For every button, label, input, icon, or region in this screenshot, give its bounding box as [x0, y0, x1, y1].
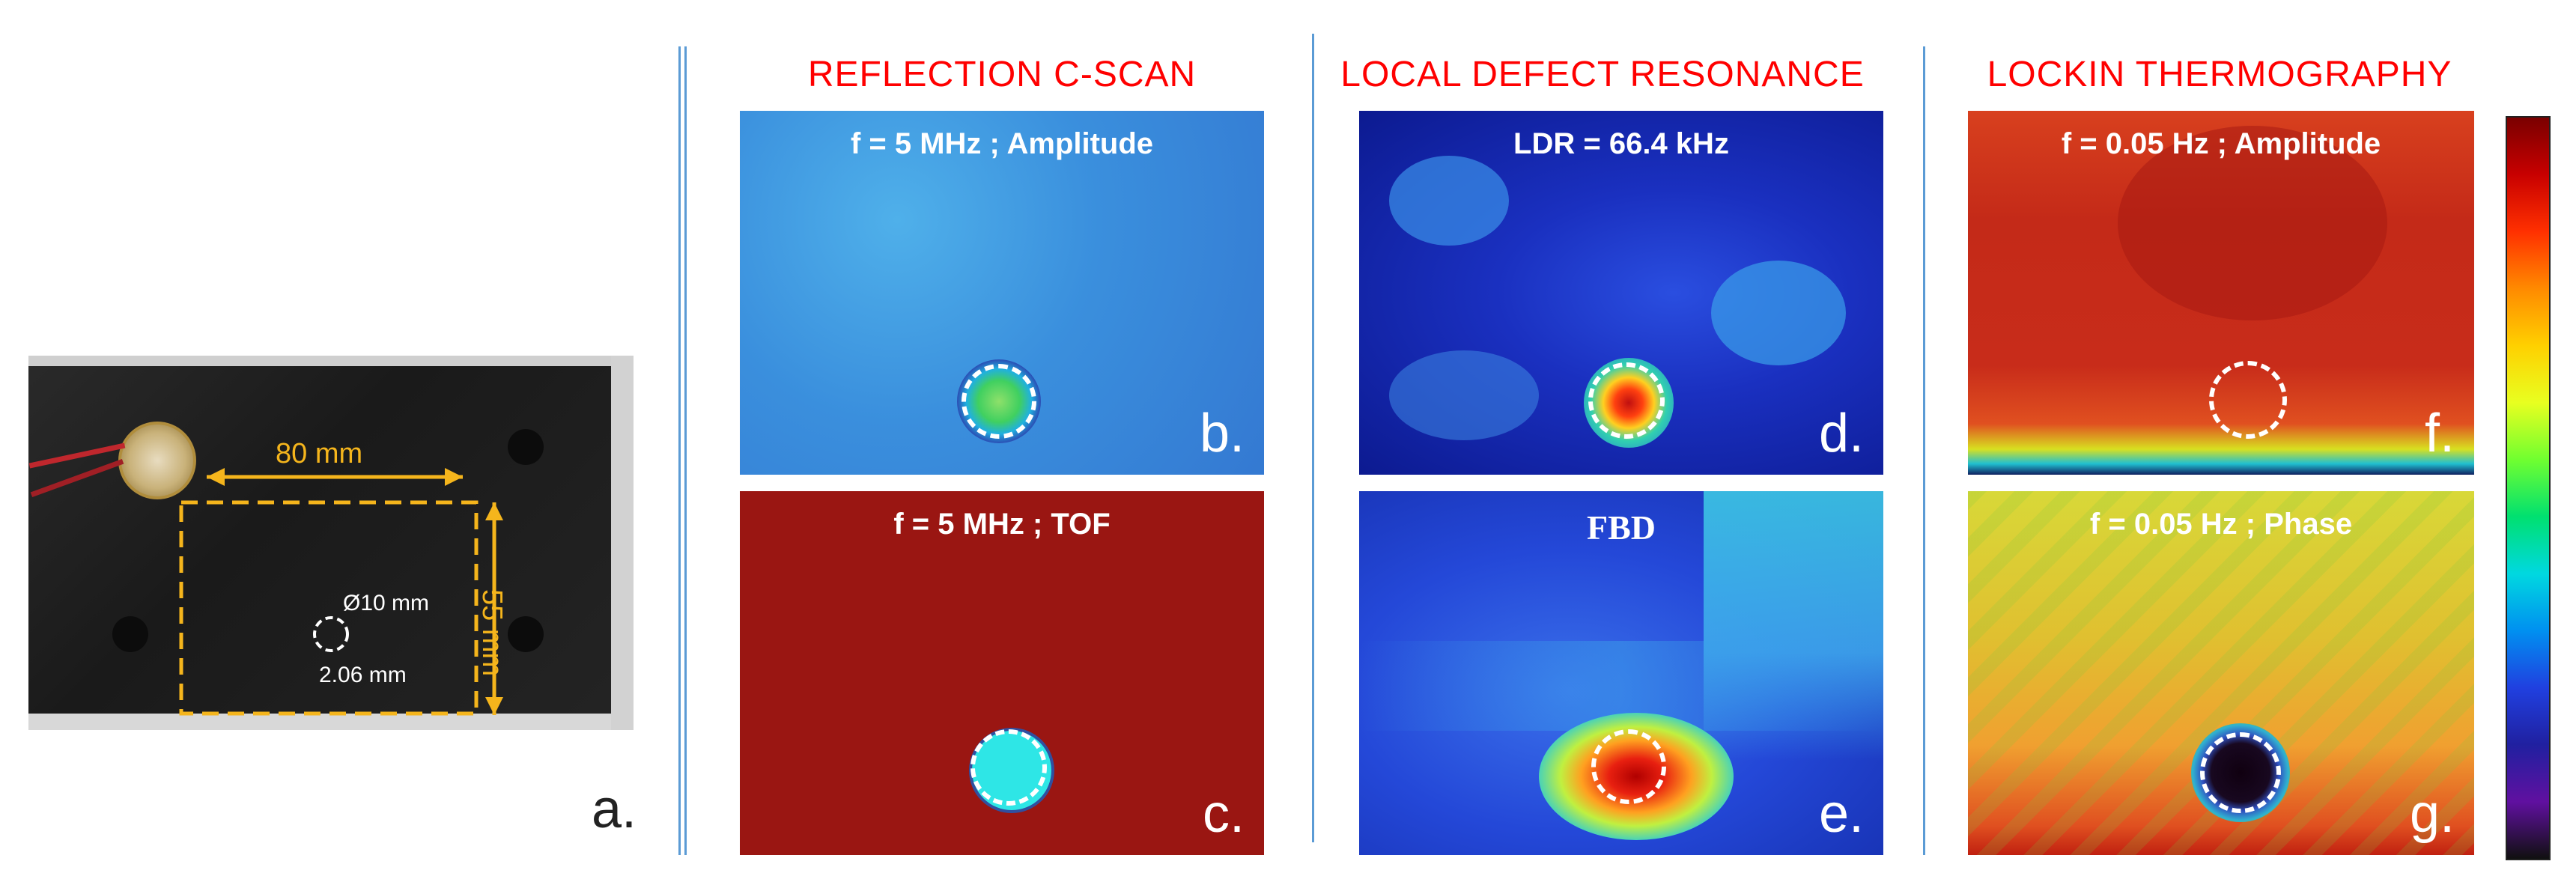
separator-line — [684, 46, 687, 855]
panel-d-label: d. — [1819, 403, 1864, 464]
panel-c-label: c. — [1203, 783, 1245, 845]
vibration-pattern — [1711, 261, 1846, 365]
panel-e-label: e. — [1819, 783, 1864, 845]
panel-b-title: f = 5 MHz ; Amplitude — [740, 127, 1264, 161]
defect-circle-marker — [1591, 729, 1666, 804]
defect-circle-marker — [1588, 362, 1665, 439]
defect-circle-marker — [2200, 732, 2281, 813]
panel-f-title: f = 0.05 Hz ; Amplitude — [1968, 127, 2474, 161]
panel-e-title: FBD — [1359, 508, 1883, 547]
panel-f-thermo-amplitude: f = 0.05 Hz ; Amplitude f. — [1968, 111, 2474, 475]
section-title-ldr: LOCAL DEFECT RESONANCE — [1340, 54, 1865, 95]
panel-c-tof-cscan: f = 5 MHz ; TOF c. — [740, 491, 1264, 855]
defect-circle-marker — [2209, 361, 2287, 439]
defect-circle-marker — [970, 729, 1047, 806]
panel-b-amplitude-cscan: f = 5 MHz ; Amplitude b. — [740, 111, 1264, 475]
depth-label: 2.06 mm — [319, 663, 407, 688]
section-title-thermo: LOCKIN THERMOGRAPHY — [1957, 54, 2482, 95]
separator-line — [678, 46, 681, 855]
panel-label-a: a. — [592, 779, 637, 840]
height-dimension-label: 55 mm — [476, 589, 508, 676]
panel-d-title: LDR = 66.4 kHz — [1359, 127, 1883, 161]
width-dimension-label: 80 mm — [276, 438, 362, 470]
panel-g-title: f = 0.05 Hz ; Phase — [1968, 508, 2474, 541]
panel-f-label: f. — [2425, 403, 2455, 464]
separator-line — [1312, 34, 1314, 842]
defect-circle-marker — [962, 364, 1036, 439]
vibration-pattern — [1389, 350, 1539, 440]
section-title-reflection: REFLECTION C-SCAN — [740, 54, 1264, 95]
panel-g-thermo-phase: f = 0.05 Hz ; Phase g. — [1968, 491, 2474, 855]
panel-c-title: f = 5 MHz ; TOF — [740, 508, 1264, 541]
vibration-pattern — [1389, 156, 1509, 246]
colorbar — [2506, 116, 2551, 860]
panel-g-label: g. — [2410, 783, 2455, 845]
separator-line — [1923, 46, 1925, 855]
panel-b-label: b. — [1200, 403, 1245, 464]
panel-e-fbd: FBD e. — [1359, 491, 1883, 855]
diameter-label: Ø10 mm — [343, 591, 429, 616]
specimen-photo: 80 mm 55 mm Ø10 mm 2.06 mm — [28, 356, 634, 730]
panel-d-ldr: LDR = 66.4 kHz d. — [1359, 111, 1883, 475]
